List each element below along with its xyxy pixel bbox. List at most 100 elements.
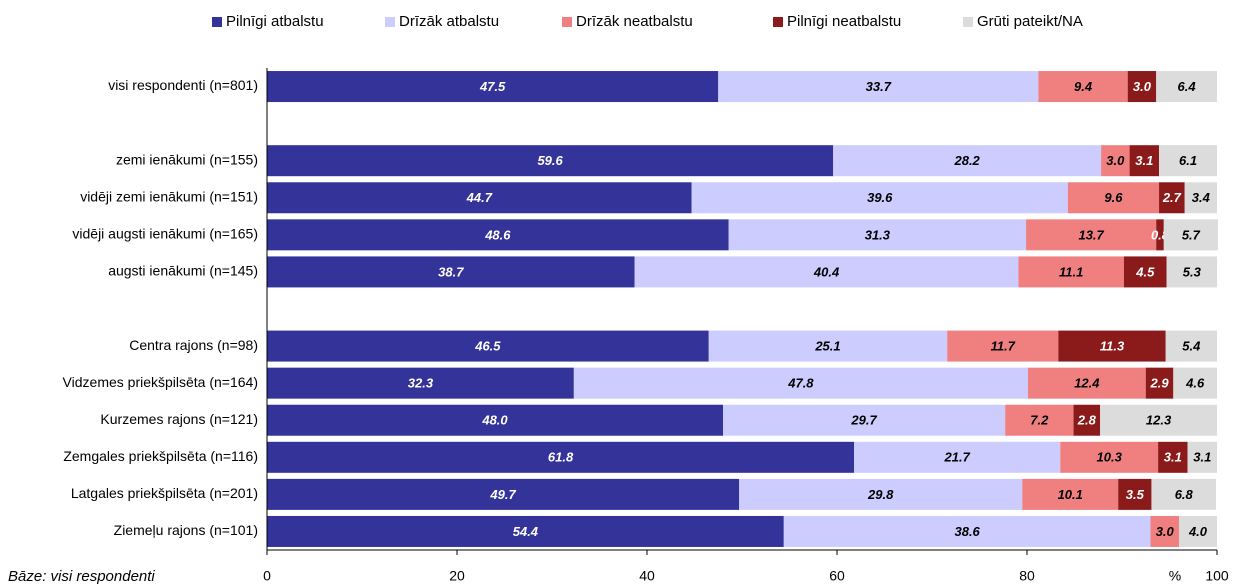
- bar-segment: [267, 71, 719, 103]
- x-tick-label: 60: [829, 568, 845, 584]
- bar-segment: [1118, 478, 1152, 510]
- bar-segment: [1184, 182, 1217, 214]
- bar-segment: [267, 404, 723, 436]
- bar-segment: [947, 330, 1059, 362]
- value-label: 10.3: [1097, 450, 1123, 465]
- bar-segment: [1159, 182, 1185, 214]
- bar-segment: [1123, 256, 1167, 288]
- value-label: 28.2: [953, 153, 980, 168]
- x-unit: %: [1169, 568, 1181, 584]
- bar-segment: [723, 404, 1006, 436]
- bar-segment: [1073, 404, 1101, 436]
- value-label: 6.8: [1175, 487, 1194, 502]
- bar-segment: [1022, 478, 1119, 510]
- y-tick-label: Vidzemes priekšpilsēta (n=164): [63, 374, 258, 390]
- value-label: 29.8: [867, 487, 894, 502]
- bar-segment: [573, 367, 1028, 399]
- value-label: 48.0: [481, 413, 508, 428]
- value-label: 48.6: [484, 227, 511, 242]
- value-label: 9.4: [1074, 79, 1093, 94]
- bar-segment: [267, 330, 709, 362]
- bar-segment: [267, 478, 740, 510]
- value-label: 38.7: [438, 264, 464, 279]
- bar-segment: [718, 71, 1039, 103]
- bar-segment: [1145, 367, 1174, 399]
- bar-segment: [1151, 478, 1217, 510]
- y-tick-label: vidēji zemi ienākumi (n=151): [80, 188, 258, 204]
- legend-swatch: [773, 17, 783, 27]
- bar-segment: [1027, 367, 1146, 399]
- value-label: 3.1: [1164, 450, 1182, 465]
- legend-label: Pilnīgi atbalstu: [226, 13, 324, 30]
- value-label: 59.6: [537, 153, 563, 168]
- y-tick-label: Ziemeļu rajons (n=101): [114, 522, 258, 538]
- value-label: 5.7: [1182, 227, 1201, 242]
- value-label: 12.4: [1074, 376, 1100, 391]
- value-label: 3.1: [1135, 153, 1153, 168]
- legend-label: Pilnīgi neatbalstu: [787, 13, 901, 30]
- value-label: 49.7: [489, 487, 516, 502]
- legend-label: Drīzāk atbalstu: [399, 13, 499, 30]
- value-label: 47.5: [479, 79, 506, 94]
- value-label: 31.3: [865, 227, 891, 242]
- bar-segment: [1101, 145, 1130, 177]
- value-label: 3.0: [1133, 79, 1152, 94]
- bar-segment: [267, 256, 635, 288]
- value-label: 3.5: [1126, 487, 1145, 502]
- value-label: 11.7: [991, 339, 1016, 354]
- bar-segment: [1163, 219, 1218, 251]
- bar-segment: [1067, 182, 1160, 214]
- bar-segment: [1166, 256, 1217, 288]
- value-label: 46.5: [474, 339, 501, 354]
- value-label: 10.1: [1058, 487, 1083, 502]
- value-label: 12.3: [1146, 413, 1172, 428]
- value-label: 11.1: [1059, 264, 1083, 279]
- bar-segment: [854, 441, 1061, 473]
- legend-label: Grūti pateikt/NA: [977, 13, 1083, 30]
- bar-segment: [1156, 219, 1164, 251]
- bar-segment: [1060, 441, 1159, 473]
- value-label: 6.1: [1179, 153, 1197, 168]
- value-label: 54.4: [513, 524, 539, 539]
- bar-segment: [267, 182, 692, 214]
- legend-swatch: [212, 17, 222, 27]
- bar-segment: [1150, 515, 1179, 547]
- value-label: 32.3: [408, 376, 434, 391]
- y-tick-label: Centra rajons (n=98): [129, 337, 258, 353]
- bar-segment: [1127, 71, 1157, 103]
- bar-segment: [1129, 145, 1160, 177]
- y-tick-label: Kurzemes rajons (n=121): [100, 411, 258, 427]
- value-label: 4.6: [1185, 376, 1205, 391]
- y-tick-label: zemi ienākumi (n=155): [116, 151, 258, 167]
- bar-segment: [1018, 256, 1124, 288]
- bar-segment: [691, 182, 1068, 214]
- legend-swatch: [562, 17, 572, 27]
- x-tick-label: 80: [1019, 568, 1035, 584]
- bar-segment: [1159, 145, 1217, 177]
- value-label: 21.7: [944, 450, 971, 465]
- legend-swatch: [963, 17, 973, 27]
- value-label: 44.7: [466, 190, 493, 205]
- bar-segment: [1165, 330, 1217, 362]
- value-label: 2.8: [1077, 413, 1097, 428]
- bar-segment: [1187, 441, 1217, 473]
- bar-segment: [833, 145, 1102, 177]
- bar-segment: [1038, 71, 1128, 103]
- value-label: 7.2: [1030, 413, 1049, 428]
- value-label: 29.7: [850, 413, 877, 428]
- y-tick-label: vidēji augsti ienākumi (n=165): [72, 226, 258, 242]
- y-tick-label: Latgales priekšpilsēta (n=201): [71, 485, 258, 501]
- value-label: 4.0: [1188, 524, 1208, 539]
- value-label: 38.6: [954, 524, 980, 539]
- value-label: 33.7: [866, 79, 892, 94]
- y-tick-label: augsti ienākumi (n=145): [108, 263, 258, 279]
- value-label: 6.4: [1178, 79, 1197, 94]
- value-label: 3.0: [1106, 153, 1125, 168]
- bar-segment: [1100, 404, 1217, 436]
- bar-segment: [1005, 404, 1074, 436]
- value-label: 4.5: [1135, 264, 1155, 279]
- x-tick-label: 20: [449, 568, 465, 584]
- value-label: 3.4: [1192, 190, 1211, 205]
- bar-segment: [728, 219, 1027, 251]
